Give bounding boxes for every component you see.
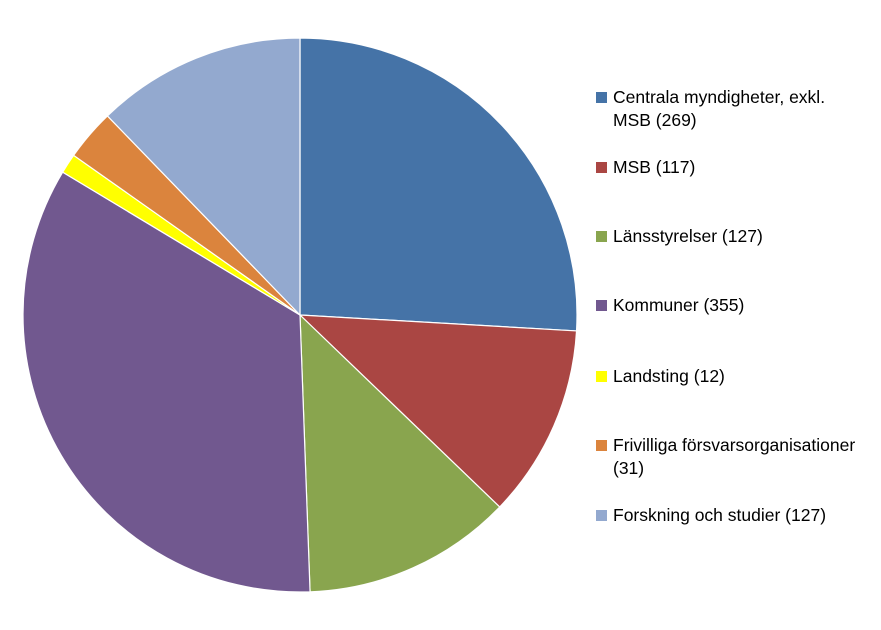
legend-item-forskning: Forskning och studier (127) bbox=[596, 504, 826, 527]
pie-slice-forskning bbox=[106, 37, 301, 317]
legend-swatch-centrala-myndigheter bbox=[596, 92, 607, 103]
legend-item-centrala-myndigheter: Centrala myndigheter, exkl. MSB (269) bbox=[596, 86, 856, 132]
legend-swatch-landsting bbox=[596, 371, 607, 382]
legend-item-lansstyrelser: Länsstyrelser (127) bbox=[596, 225, 763, 248]
pie-slice-centrala-myndigheter bbox=[299, 37, 578, 332]
legend-label-kommuner: Kommuner (355) bbox=[613, 295, 745, 315]
legend-item-frivilliga: Frivilliga försvarsorganisationer (31) bbox=[596, 434, 856, 480]
pie-slice-lansstyrelser bbox=[299, 313, 501, 593]
legend-item-kommuner: Kommuner (355) bbox=[596, 294, 744, 317]
legend-label-msb: MSB (117) bbox=[613, 157, 696, 177]
pie-slice-msb bbox=[298, 314, 578, 508]
legend-label-centrala-myndigheter: Centrala myndigheter, exkl. MSB (269) bbox=[613, 87, 826, 130]
legend-item-landsting: Landsting (12) bbox=[596, 365, 725, 388]
legend-label-lansstyrelser: Länsstyrelser (127) bbox=[613, 226, 763, 246]
legend-label-landsting: Landsting (12) bbox=[613, 366, 725, 386]
legend-label-forskning: Forskning och studier (127) bbox=[613, 505, 827, 525]
legend-swatch-frivilliga bbox=[596, 440, 607, 451]
legend-swatch-forskning bbox=[596, 510, 607, 521]
pie-slice-kommuner bbox=[22, 171, 311, 593]
legend-swatch-kommuner bbox=[596, 300, 607, 311]
legend-swatch-msb bbox=[596, 162, 607, 173]
legend-label-frivilliga: Frivilliga försvarsorganisationer (31) bbox=[613, 435, 856, 478]
legend-item-msb: MSB (117) bbox=[596, 156, 695, 179]
legend-swatch-lansstyrelser bbox=[596, 231, 607, 242]
